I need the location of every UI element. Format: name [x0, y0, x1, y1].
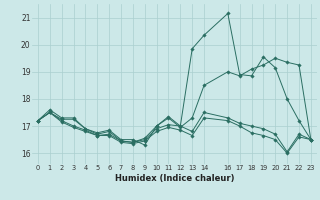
- X-axis label: Humidex (Indice chaleur): Humidex (Indice chaleur): [115, 174, 234, 183]
